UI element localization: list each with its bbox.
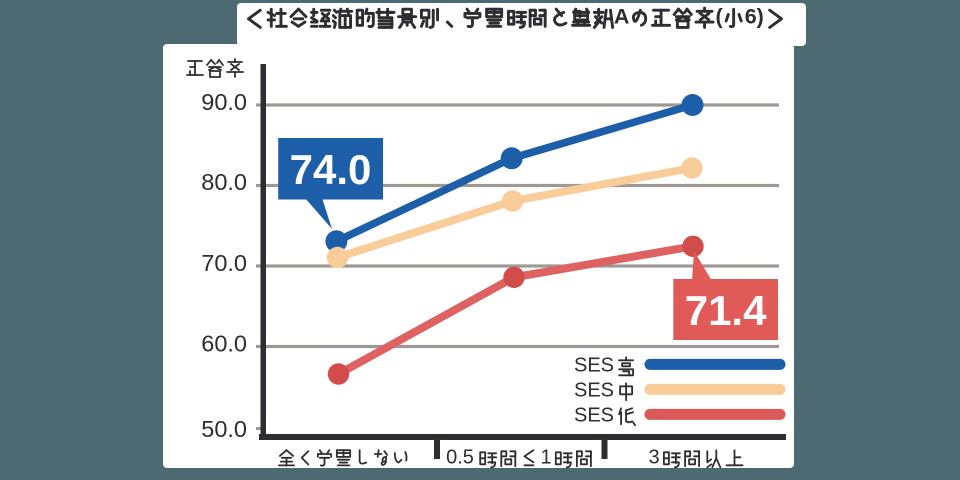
- svg-text:SES: SES: [574, 355, 614, 377]
- svg-text:SES: SES: [574, 380, 614, 402]
- svg-text:(: (: [716, 5, 724, 29]
- svg-text:71.4: 71.4: [685, 287, 767, 334]
- svg-text:70.0: 70.0: [201, 250, 247, 276]
- svg-text:3: 3: [649, 447, 660, 469]
- svg-text:1: 1: [541, 447, 552, 469]
- svg-text:60.0: 60.0: [201, 331, 247, 357]
- svg-text:50.0: 50.0: [201, 416, 247, 442]
- svg-text:SES: SES: [574, 405, 614, 427]
- svg-text:80.0: 80.0: [201, 169, 247, 195]
- svg-text:90.0: 90.0: [201, 89, 247, 115]
- svg-text:6): 6): [745, 5, 764, 29]
- svg-text:0.5: 0.5: [446, 447, 474, 469]
- svg-text:A: A: [614, 5, 630, 29]
- svg-text:74.0: 74.0: [290, 146, 372, 193]
